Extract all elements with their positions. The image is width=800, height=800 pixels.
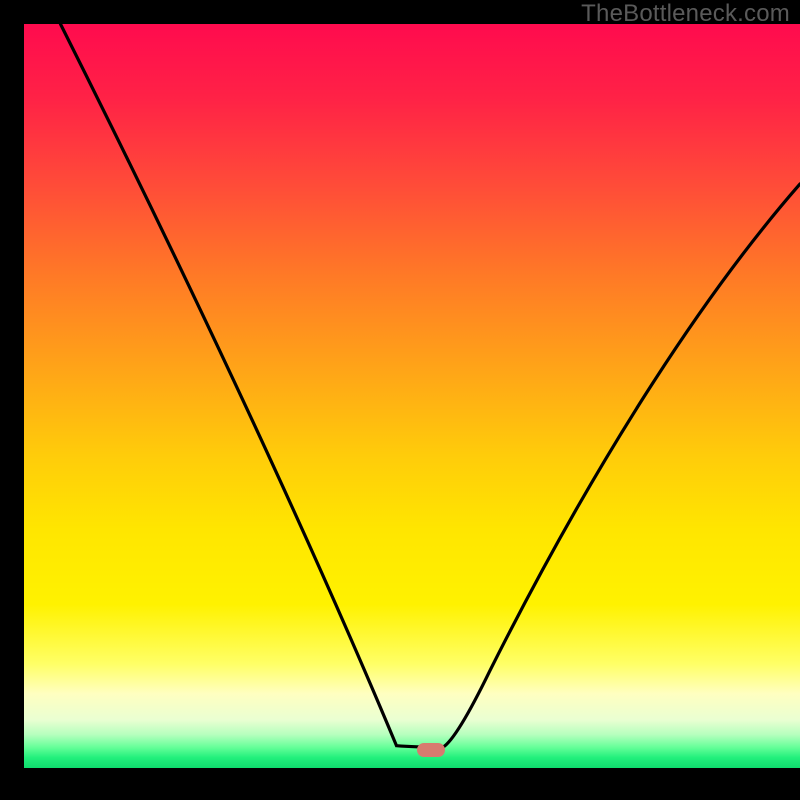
bottleneck-curve [24, 24, 800, 768]
plot-area [24, 24, 800, 768]
border-bottom [0, 768, 800, 800]
border-left [0, 0, 24, 800]
chart-frame: TheBottleneck.com [0, 0, 800, 800]
trough-marker [417, 743, 445, 757]
bottleneck-curve-path [60, 24, 800, 747]
watermark-text: TheBottleneck.com [581, 0, 790, 28]
